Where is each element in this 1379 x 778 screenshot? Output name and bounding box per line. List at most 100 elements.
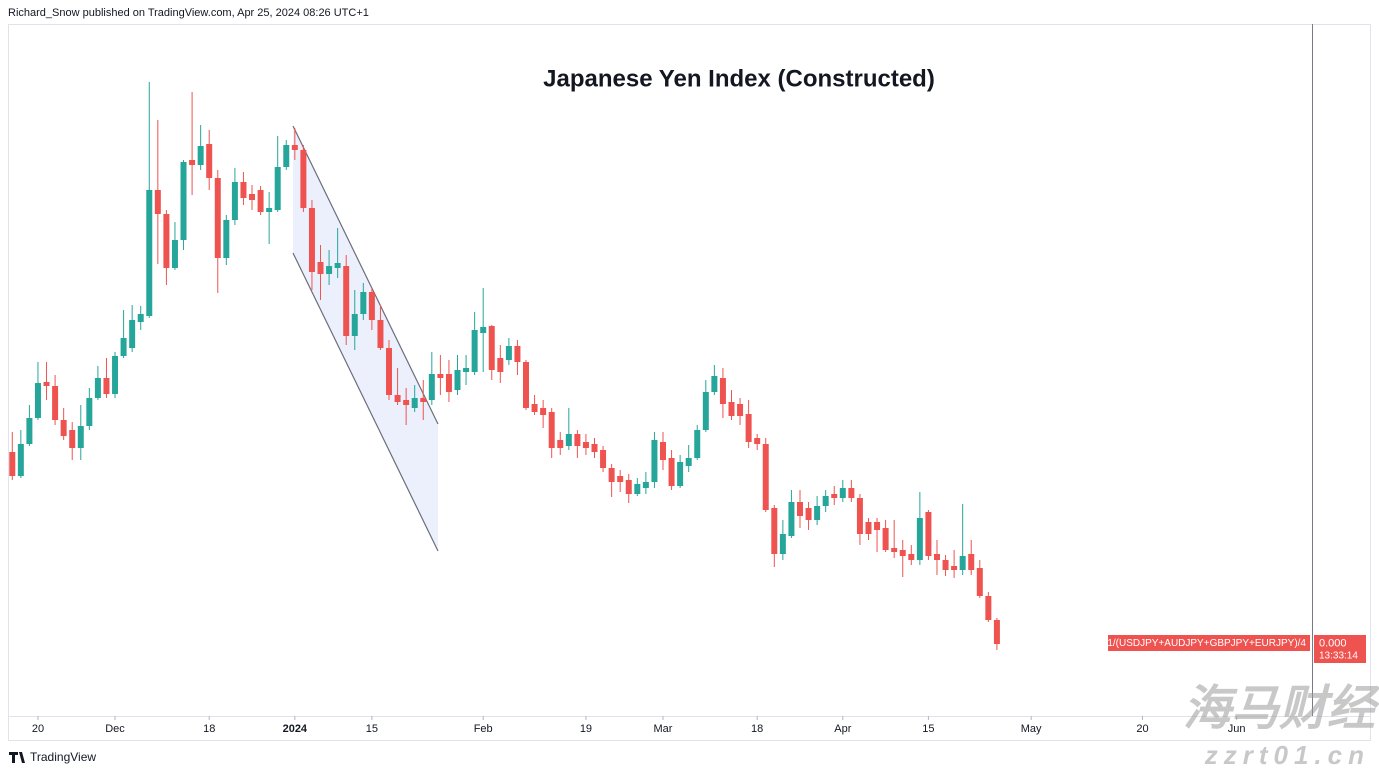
x-tick-label: 15 xyxy=(366,723,378,735)
candle-body xyxy=(771,508,778,554)
candle-body xyxy=(120,338,127,356)
candle-body xyxy=(874,522,881,530)
candle-body xyxy=(343,266,350,336)
candle-body xyxy=(206,144,213,178)
candle-body xyxy=(308,208,315,272)
chart-title: Japanese Yen Index (Constructed) xyxy=(543,65,935,92)
candle-body xyxy=(454,370,461,390)
frame xyxy=(8,24,1371,741)
candle-body xyxy=(668,458,675,486)
candle-body xyxy=(814,506,821,520)
x-tick-label: 19 xyxy=(580,723,592,735)
candle-body xyxy=(899,550,906,556)
candle-body xyxy=(737,404,744,416)
candle-body xyxy=(788,502,795,536)
candle-body xyxy=(249,194,256,200)
candle-body xyxy=(951,566,958,570)
candle-body xyxy=(685,458,692,466)
candle-body xyxy=(882,528,889,550)
candle-body xyxy=(891,548,898,552)
candle-body xyxy=(634,484,641,494)
candle-body xyxy=(822,496,829,506)
candle-body xyxy=(574,434,581,446)
candle-body xyxy=(9,452,16,476)
candle-body xyxy=(488,326,495,370)
candle-body xyxy=(617,476,624,482)
candles xyxy=(9,82,1000,650)
candle-body xyxy=(137,314,144,322)
candle-body xyxy=(189,160,196,165)
price-label-box xyxy=(1314,635,1366,663)
candle-body xyxy=(856,498,863,534)
candle-body xyxy=(993,620,1000,644)
channel-line xyxy=(292,252,439,552)
watermark-title: 海马财经 xyxy=(1183,683,1379,736)
candle-body xyxy=(146,190,153,316)
x-tick-label: 18 xyxy=(203,723,215,735)
candle-body xyxy=(60,420,67,436)
candle-body xyxy=(86,398,93,426)
x-tick-label: Dec xyxy=(105,723,125,735)
candle-body xyxy=(351,314,358,336)
candle-body xyxy=(291,145,298,150)
candle-body xyxy=(403,400,410,405)
candle-body xyxy=(848,488,855,498)
candle-body xyxy=(52,386,59,420)
candle-body xyxy=(557,440,564,448)
candle-body xyxy=(540,408,547,415)
candle-body xyxy=(69,430,76,448)
candle-body xyxy=(711,376,718,392)
candle-body xyxy=(34,383,41,418)
x-tick-label: Mar xyxy=(654,723,673,735)
x-tick-label: Jun xyxy=(1228,723,1246,735)
candle-body xyxy=(754,438,761,444)
candle-body xyxy=(505,346,512,360)
candle-body xyxy=(523,362,530,408)
candle-body xyxy=(274,167,281,210)
candle-body xyxy=(377,320,384,348)
candle-body xyxy=(728,402,735,416)
candle-body xyxy=(77,426,84,448)
candle-body xyxy=(420,398,427,402)
candle-body xyxy=(625,480,632,494)
candle-body xyxy=(231,182,238,220)
watermark-url: zzrt01.cn xyxy=(1204,740,1370,770)
brand-logo xyxy=(9,752,25,763)
x-tick-label: Apr xyxy=(834,723,851,735)
candle-body xyxy=(180,162,187,240)
price-label: 0.000 xyxy=(1319,637,1347,649)
x-axis: 20 Dec 18 2024 15 Feb 19 Mar 18 Apr 15 May 20 Jun xyxy=(32,716,1246,735)
candle-body xyxy=(608,468,615,482)
x-tick-label: 15 xyxy=(922,723,934,735)
candle-body xyxy=(214,178,221,258)
candle-body xyxy=(103,378,110,394)
candle-body xyxy=(651,440,658,482)
channel-drawing xyxy=(292,125,439,552)
candle-body xyxy=(531,404,538,412)
candle-body xyxy=(839,488,846,498)
candle-body xyxy=(300,150,307,208)
candle-body xyxy=(677,462,684,486)
candle-body xyxy=(386,348,393,395)
brand: TradingView xyxy=(9,750,96,764)
candle-body xyxy=(796,502,803,516)
candle-body xyxy=(368,292,375,320)
candle-body xyxy=(326,266,333,274)
candle-body xyxy=(831,494,838,498)
candle-body xyxy=(171,240,178,268)
candle-body xyxy=(719,378,726,404)
x-tick-label: 18 xyxy=(751,723,763,735)
candle-body xyxy=(582,442,589,448)
channel-fill xyxy=(293,126,438,551)
candle-body xyxy=(942,560,949,570)
header: Richard_Snow published on TradingView.co… xyxy=(8,7,369,19)
candle-body xyxy=(471,330,478,372)
candle-body xyxy=(257,190,264,212)
candle-body xyxy=(463,368,470,372)
candle-body xyxy=(694,430,701,458)
candle-body xyxy=(968,554,975,570)
candle-body xyxy=(497,358,504,372)
